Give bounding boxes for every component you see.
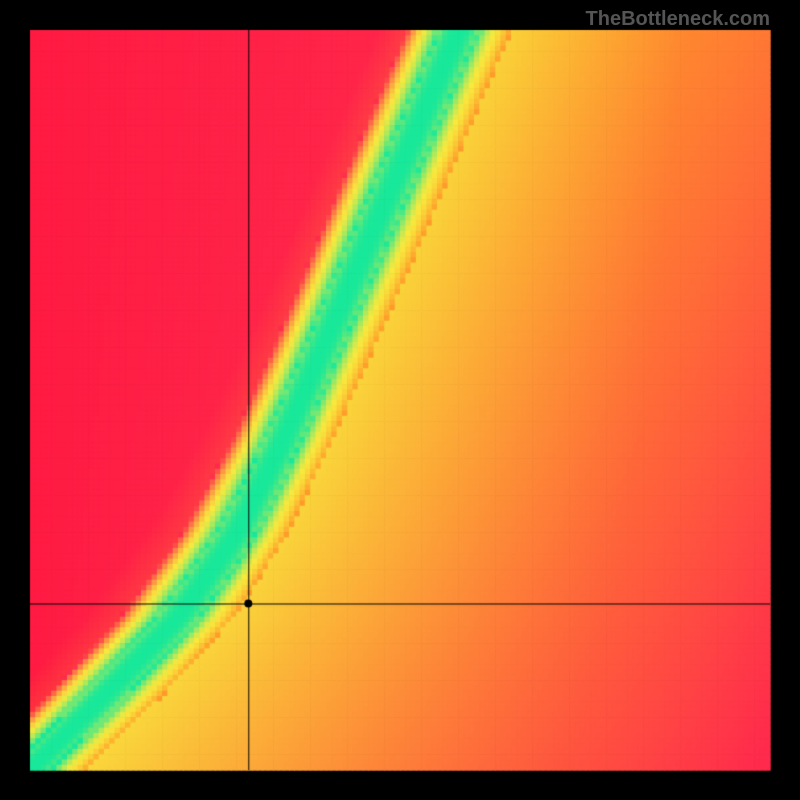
watermark-text: TheBottleneck.com bbox=[586, 8, 770, 31]
heatmap-canvas bbox=[0, 0, 800, 800]
chart-container: TheBottleneck.com bbox=[0, 0, 800, 800]
